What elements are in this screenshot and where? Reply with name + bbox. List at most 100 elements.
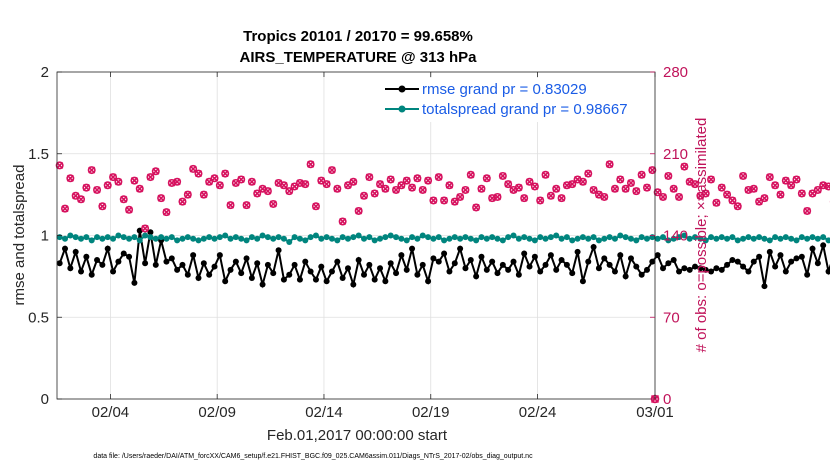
data-point: [595, 237, 602, 244]
data-point: [387, 232, 394, 239]
obs-possible-point: [616, 175, 625, 184]
data-point: [147, 229, 154, 236]
obs-possible-point: [199, 190, 208, 199]
obs-assimilated-point: [504, 180, 512, 188]
obs-assimilated-point: [88, 166, 96, 174]
obs-assimilated-point: [146, 173, 155, 181]
data-point: [67, 265, 74, 272]
data-point: [131, 234, 138, 241]
data-point: [505, 266, 512, 273]
data-point: [328, 235, 335, 242]
data-point: [110, 235, 117, 242]
data-point: [238, 270, 245, 277]
x-tick-label: 02/09: [198, 404, 236, 421]
data-point: [94, 234, 101, 241]
obs-possible-point: [114, 177, 123, 186]
obs-assimilated-point: [648, 166, 656, 174]
obs-assimilated-point: [782, 177, 790, 185]
obs-assimilated-point: [803, 207, 811, 215]
obs-possible-point: [717, 183, 726, 192]
obs-possible-point: [381, 184, 390, 193]
obs-assimilated-point: [643, 184, 651, 192]
obs-assimilated-point: [253, 189, 261, 198]
obs-assimilated-point: [296, 179, 304, 187]
data-point: [729, 257, 736, 264]
data-point: [494, 235, 501, 242]
obs-possible-point: [546, 191, 555, 200]
obs-assimilated-point: [77, 195, 85, 203]
data-point: [521, 234, 528, 241]
obs-possible-point: [776, 190, 785, 199]
obs-assimilated-point: [718, 184, 726, 192]
obs-assimilated-point: [467, 171, 475, 179]
chart-subtitle: AIRS_TEMPERATURE @ 313 hPa: [240, 49, 478, 66]
data-point: [686, 266, 693, 273]
obs-assimilated-point: [381, 185, 389, 193]
obs-possible-point: [210, 174, 219, 183]
data-point: [142, 260, 149, 267]
data-point: [441, 250, 448, 257]
obs-assimilated-point: [477, 185, 486, 193]
obs-assimilated-point: [771, 181, 779, 189]
obs-assimilated-point: [114, 178, 122, 186]
obs-assimilated-point: [264, 187, 272, 195]
data-point: [537, 268, 544, 275]
series-1: [56, 232, 830, 246]
obs-assimilated-point: [248, 178, 256, 186]
obs-assimilated-point: [819, 181, 827, 189]
obs-possible-point: [386, 175, 395, 184]
obs-assimilated-point: [104, 181, 112, 189]
obs-possible-point: [637, 170, 646, 179]
y-right-tick-label: 280: [663, 64, 688, 81]
data-point: [547, 234, 554, 241]
data-point: [232, 258, 239, 265]
data-point: [275, 234, 282, 241]
data-point: [179, 261, 186, 268]
obs-assimilated-point: [445, 181, 454, 189]
obs-possible-point: [77, 195, 86, 204]
obs-assimilated-point: [157, 194, 165, 202]
obs-assimilated-point: [488, 194, 496, 202]
obs-assimilated-point: [568, 180, 576, 188]
data-point: [681, 265, 688, 272]
obs-assimilated-point: [360, 192, 368, 200]
obs-possible-point: [333, 184, 342, 193]
obs-possible-point: [413, 174, 422, 183]
legend-marker-rmse: [398, 85, 406, 93]
data-point: [617, 232, 624, 239]
data-point: [766, 237, 773, 244]
obs-possible-point: [141, 224, 150, 233]
data-point: [248, 234, 255, 241]
y-right-tick-label: 140: [663, 228, 688, 245]
data-point: [654, 235, 661, 242]
obs-assimilated-point: [194, 170, 203, 178]
data-point: [526, 235, 533, 242]
data-point: [457, 235, 464, 242]
obs-assimilated-point: [291, 182, 299, 191]
data-point: [782, 268, 789, 275]
data-point: [798, 253, 805, 260]
data-point: [697, 235, 704, 242]
data-point: [814, 260, 821, 267]
data-point: [665, 237, 672, 244]
obs-assimilated-point: [600, 193, 608, 201]
data-point: [120, 234, 127, 241]
obs-assimilated-point: [659, 193, 667, 201]
data-point: [750, 235, 757, 242]
data-point: [168, 234, 175, 241]
data-point: [398, 252, 405, 259]
obs-possible-point: [771, 181, 780, 190]
obs-assimilated-point: [237, 175, 245, 184]
x-tick-label: 02/04: [92, 404, 130, 421]
data-point: [579, 278, 586, 285]
data-point: [777, 252, 784, 259]
data-point: [67, 232, 74, 239]
obs-assimilated-point: [200, 191, 208, 199]
obs-possible-point: [653, 188, 662, 197]
obs-possible-point: [482, 174, 491, 183]
data-point: [115, 258, 122, 265]
data-point: [425, 278, 432, 285]
data-point: [483, 266, 490, 273]
data-point: [633, 263, 640, 270]
data-point: [83, 253, 90, 260]
